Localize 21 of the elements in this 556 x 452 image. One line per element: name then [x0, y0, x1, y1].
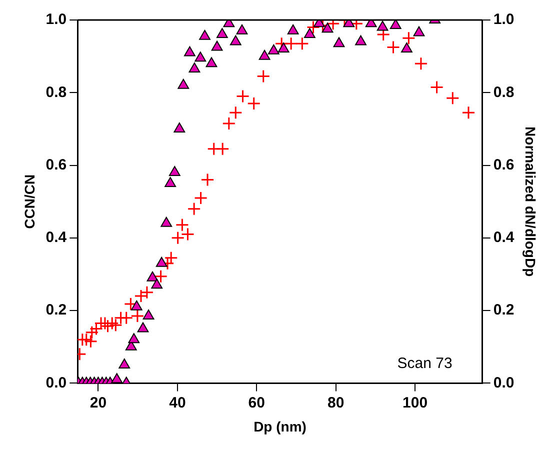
y-tick-label: 1.0 [46, 11, 67, 28]
y-tick-label: 0.8 [46, 84, 67, 101]
y2-tick-label: 1.0 [493, 11, 514, 28]
x-tick-label: 20 [90, 394, 107, 412]
x-tick-label: 40 [169, 394, 186, 412]
x-tick-label: 60 [248, 394, 265, 412]
annotation: Scan 73 [397, 354, 452, 372]
y2-tick-label: 0.8 [493, 84, 514, 101]
x-tick-label: 80 [327, 394, 344, 412]
x-tick-label: 100 [402, 394, 428, 412]
y2-tick-label: 0.6 [493, 156, 514, 174]
x-axis-title: Dp (nm) [254, 418, 306, 434]
y-axis-title: CCN/CN [21, 174, 38, 229]
y-tick-label: 0.0 [46, 374, 67, 392]
y2-axis-title: Normalized dN/dlogDp [522, 126, 539, 277]
y2-tick-label: 0.2 [493, 302, 514, 319]
y-tick-label: 0.6 [46, 156, 67, 174]
y-tick-label: 0.4 [46, 229, 68, 246]
y2-tick-label: 0.0 [493, 374, 514, 392]
y2-tick-label: 0.4 [493, 229, 515, 246]
y-tick-label: 0.2 [46, 302, 67, 319]
